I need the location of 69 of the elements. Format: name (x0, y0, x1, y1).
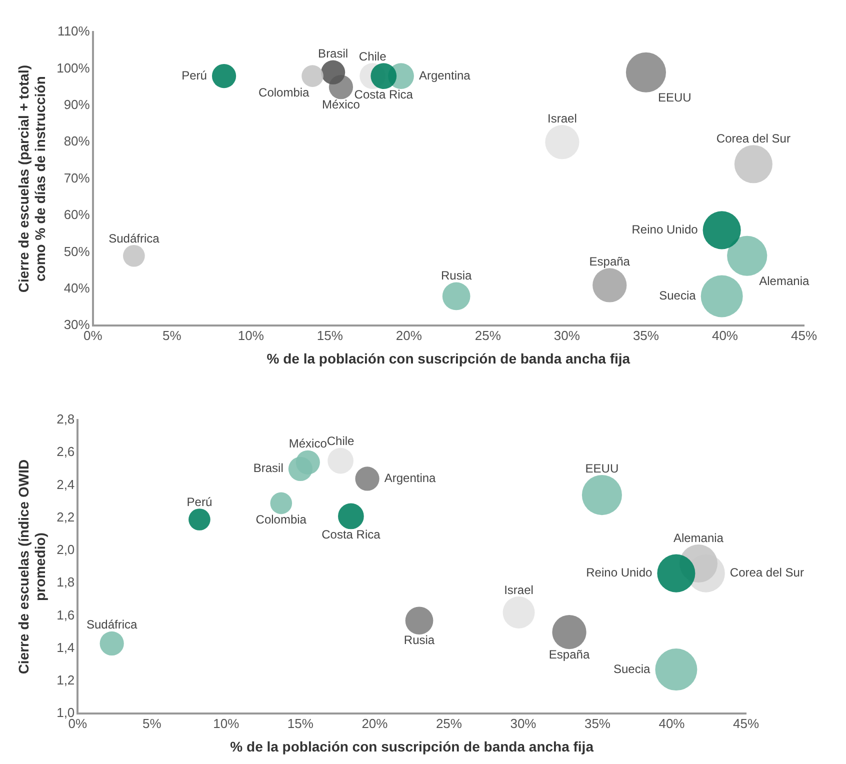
x-tick-label: 30% (554, 328, 580, 343)
series-label: Alemania (759, 274, 810, 288)
x-tick-label: 20% (362, 716, 388, 731)
x-tick-label: 5% (142, 716, 162, 731)
series-label: Corea del Sur (716, 131, 790, 146)
series-label: Israel (504, 582, 534, 597)
y-axis-title: Cierre de escuelas (índice OWID promedio) (15, 459, 48, 674)
series-label: Brasil (318, 46, 348, 61)
y-tick-label: 2,4 (56, 476, 75, 492)
x-tick-label: 15% (316, 328, 344, 343)
series-label: Israel (548, 111, 577, 126)
series-label: Chile (358, 49, 387, 64)
x-tick-label: 25% (474, 328, 502, 343)
series-label: Rusia (440, 268, 472, 283)
y-tick-label: 2,0 (56, 542, 75, 558)
series-label: Sudáfrica (108, 231, 160, 246)
y-tick-label: 90% (64, 96, 90, 112)
series-label: Costa Rica (322, 527, 381, 542)
x-tick-label: 35% (632, 328, 660, 343)
series-label: Rusia (404, 632, 435, 647)
x-tick-label: 5% (162, 328, 182, 343)
x-tick-label: 40% (712, 328, 738, 343)
x-tick-label: 45% (732, 716, 760, 731)
series-label: Colombia (258, 85, 310, 100)
series-label: Suecia (613, 662, 651, 676)
series-label: EEUU (658, 90, 692, 105)
series-label: Colombia (256, 512, 307, 526)
x-tick-label: 10% (238, 328, 264, 343)
series-label: Corea del Sur (730, 566, 804, 580)
series-label: Sudáfrica (86, 618, 138, 632)
series-label: Perú (182, 68, 207, 82)
x-tick-label: 35% (584, 716, 611, 731)
y-tick-label: 100% (56, 60, 90, 76)
y-tick-label: 40% (64, 280, 90, 296)
y-tick-label: 2,6 (56, 444, 75, 460)
series-label: Suecia (659, 288, 696, 303)
series-label: Reino Unido (586, 566, 652, 580)
y-tick-label: 60% (64, 207, 90, 222)
y-tick-label: 2,8 (56, 412, 75, 427)
series-label: España (589, 254, 630, 268)
x-tick-label: 15% (287, 716, 314, 731)
x-tick-label: 30% (510, 716, 537, 731)
x-tick-label: 10% (213, 716, 240, 731)
y-tick-label: 1,2 (56, 672, 75, 688)
y-axis-title: Cierre de escuelas (parcial + total) como % de días de instrucción (15, 64, 48, 293)
y-tick-label: 80% (64, 134, 90, 149)
x-tick-label: 25% (436, 716, 462, 731)
series-label: Alemania (673, 530, 724, 545)
x-tick-label: 20% (396, 328, 422, 343)
series-label: Brasil (253, 461, 284, 476)
series-label: EEUU (585, 461, 619, 476)
x-tick-label: 40% (658, 716, 686, 731)
x-tick-label: 45% (790, 328, 818, 343)
x-axis-title: % de la población con suscripción de banda ancha fija (266, 350, 630, 366)
series-label: Argentina (384, 471, 436, 486)
y-tick-label: 1,6 (56, 607, 75, 622)
y-tick-label: 70% (64, 170, 90, 186)
series-label: México (288, 436, 328, 451)
y-tick-label: 1,4 (56, 640, 75, 655)
y-tick-label: 1,8 (56, 574, 75, 590)
series-label: Chile (326, 434, 355, 448)
series-label: Reino Unido (632, 222, 698, 236)
y-tick-label: 2,2 (56, 509, 75, 524)
series-label: Perú (186, 494, 212, 509)
series-label: España (548, 647, 590, 662)
y-tick-label: 110% (58, 24, 90, 39)
series-label: Argentina (418, 68, 471, 82)
y-tick-label: 50% (64, 244, 90, 259)
x-axis-title: % de la población con suscripción de banda ancha fija (230, 738, 594, 754)
